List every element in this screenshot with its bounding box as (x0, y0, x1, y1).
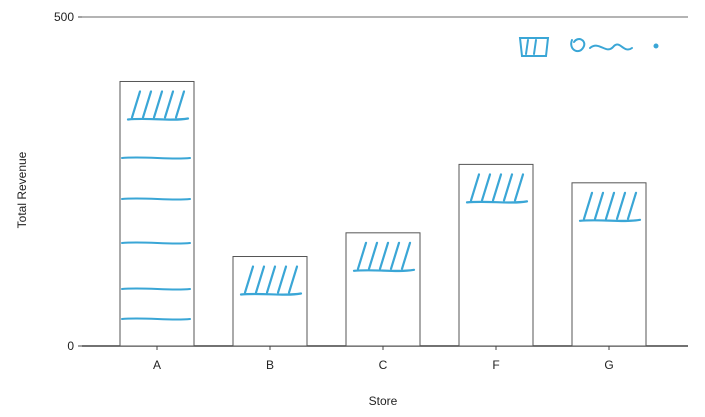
x-tick-label: C (379, 358, 388, 372)
handwritten-scribble (518, 37, 659, 57)
x-axis-title: Store (369, 394, 398, 408)
hatch-marks-G (578, 191, 642, 223)
bar-F (458, 163, 534, 347)
y-tick-label: 0 (67, 339, 74, 353)
handwritten-annotations (121, 90, 642, 321)
x-tick-label: G (604, 358, 613, 372)
hatch-marks-B (239, 265, 303, 296)
x-tick-label: F (492, 358, 499, 372)
y-tick-label: 500 (54, 10, 74, 24)
hatch-marks-C (352, 241, 416, 273)
bar-A (119, 80, 195, 347)
x-tick-label: A (153, 358, 161, 372)
y-axis-title: Total Revenue (15, 151, 29, 228)
y-axis-title-group: Total Revenue (15, 151, 29, 228)
x-tick-label: B (266, 358, 274, 372)
annotation-lines-A (121, 156, 191, 321)
bars-group (119, 80, 647, 347)
hatch-marks-A (126, 90, 190, 121)
y-tick-labels: 0 500 (54, 10, 82, 353)
hatch-marks-F (465, 173, 529, 204)
